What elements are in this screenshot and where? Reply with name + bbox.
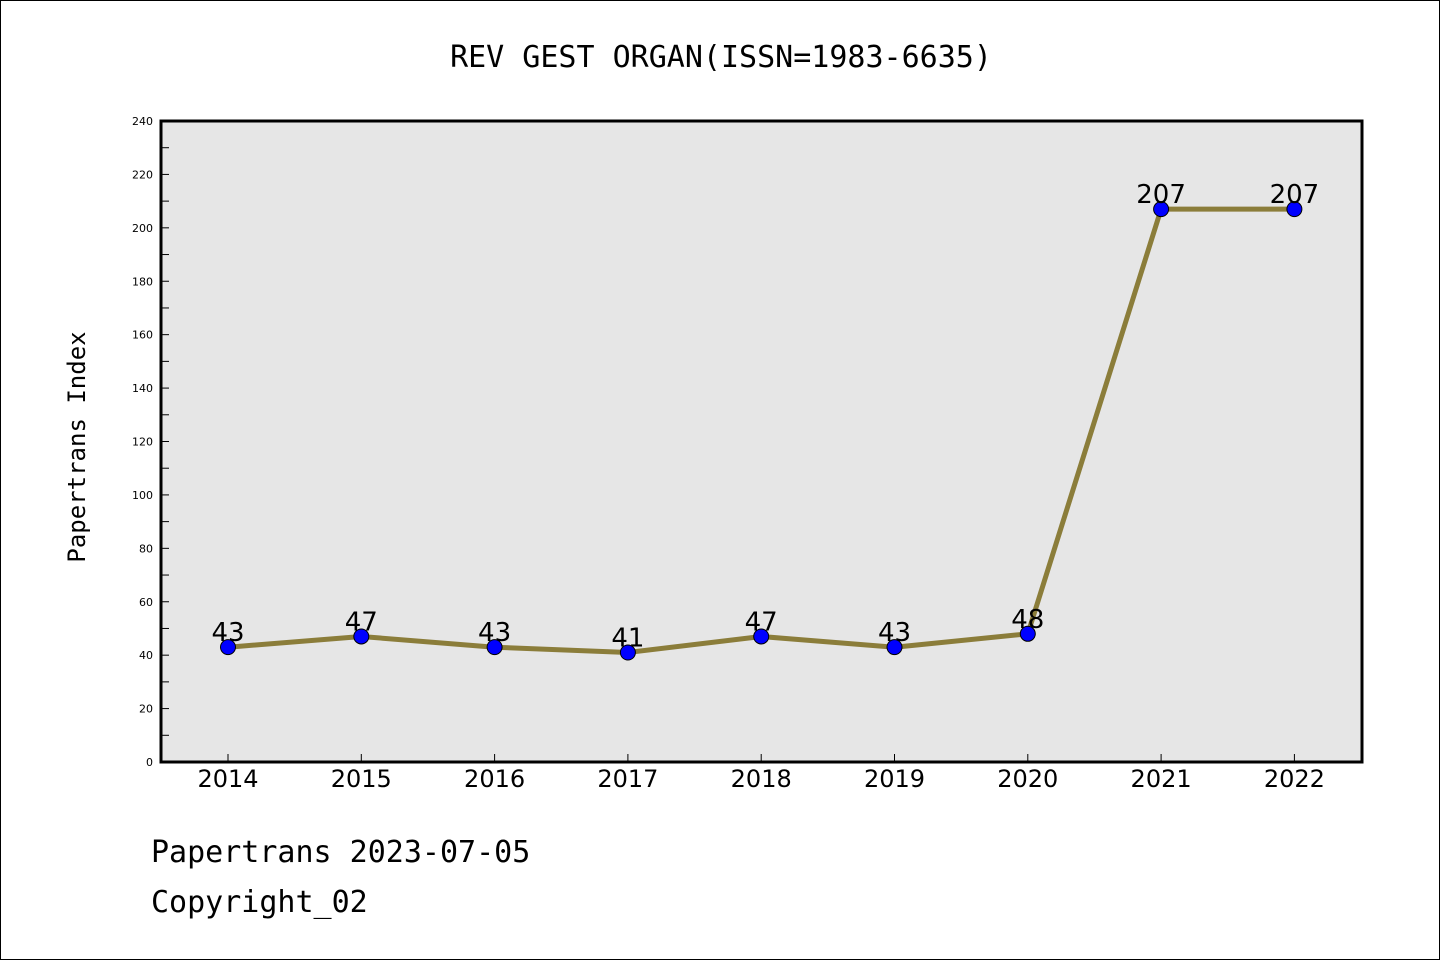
data-point-marker: [353, 628, 370, 645]
data-point-marker: [1019, 625, 1036, 642]
y-tick-label: 60: [139, 596, 153, 609]
footer-date-text: Papertrans 2023-07-05: [151, 835, 531, 870]
y-tick-label: 240: [132, 115, 153, 128]
x-axis: 2014 2015 2016 2017 2018 2019 2020 2021 2022: [197, 754, 1325, 793]
data-label: 48: [1011, 605, 1044, 635]
plot-border: [159, 119, 1364, 764]
data-point-marker: [1286, 201, 1303, 218]
data-point-marker: [619, 644, 636, 661]
x-tick-label: 2019: [864, 765, 925, 793]
x-tick-label: 2018: [731, 765, 792, 793]
chart-title: REV GEST ORGAN(ISSN=1983-6635): [450, 40, 992, 75]
y-tick-label: 40: [139, 649, 153, 662]
x-tick-label: 2022: [1264, 765, 1325, 793]
x-tick-label: 2014: [197, 765, 258, 793]
plot-area: [161, 121, 1362, 762]
data-label: 43: [878, 618, 911, 648]
x-tick-label: 2016: [464, 765, 525, 793]
y-axis-label: Papertrans Index: [63, 331, 91, 562]
x-tick-label: 2020: [997, 765, 1058, 793]
x-tick-label: 2021: [1131, 765, 1192, 793]
data-label: 47: [745, 607, 778, 637]
series-markers: [220, 201, 1303, 661]
data-point-marker: [753, 628, 770, 645]
data-label: 43: [478, 618, 511, 648]
data-point-marker: [1153, 201, 1170, 218]
y-axis: 0 20 40 60 80 100 120 140 160 180 200 220 240: [132, 115, 169, 769]
x-tick-label: 2015: [331, 765, 392, 793]
data-label: 207: [1270, 180, 1320, 210]
data-label: 41: [611, 623, 644, 653]
y-tick-label: 220: [132, 168, 153, 181]
data-label: 207: [1136, 180, 1186, 210]
y-tick-label: 120: [132, 436, 153, 449]
y-tick-label: 180: [132, 275, 153, 288]
data-point-marker: [886, 639, 903, 656]
y-tick-label: 200: [132, 222, 153, 235]
data-point-marker: [486, 639, 503, 656]
data-label: 43: [211, 618, 244, 648]
data-label: 47: [345, 607, 378, 637]
footer-copyright-text: Copyright_02: [151, 885, 368, 920]
y-tick-label: 20: [139, 703, 153, 716]
y-tick-label: 160: [132, 329, 153, 342]
data-point-marker: [220, 639, 236, 656]
y-tick-label: 140: [132, 382, 153, 395]
x-tick-label: 2017: [597, 765, 658, 793]
data-labels: 43 47 43 41 47 43 48 207 207: [211, 180, 1319, 653]
y-tick-label: 80: [139, 542, 153, 555]
y-tick-label: 100: [132, 489, 153, 502]
y-tick-label: 0: [146, 756, 153, 769]
